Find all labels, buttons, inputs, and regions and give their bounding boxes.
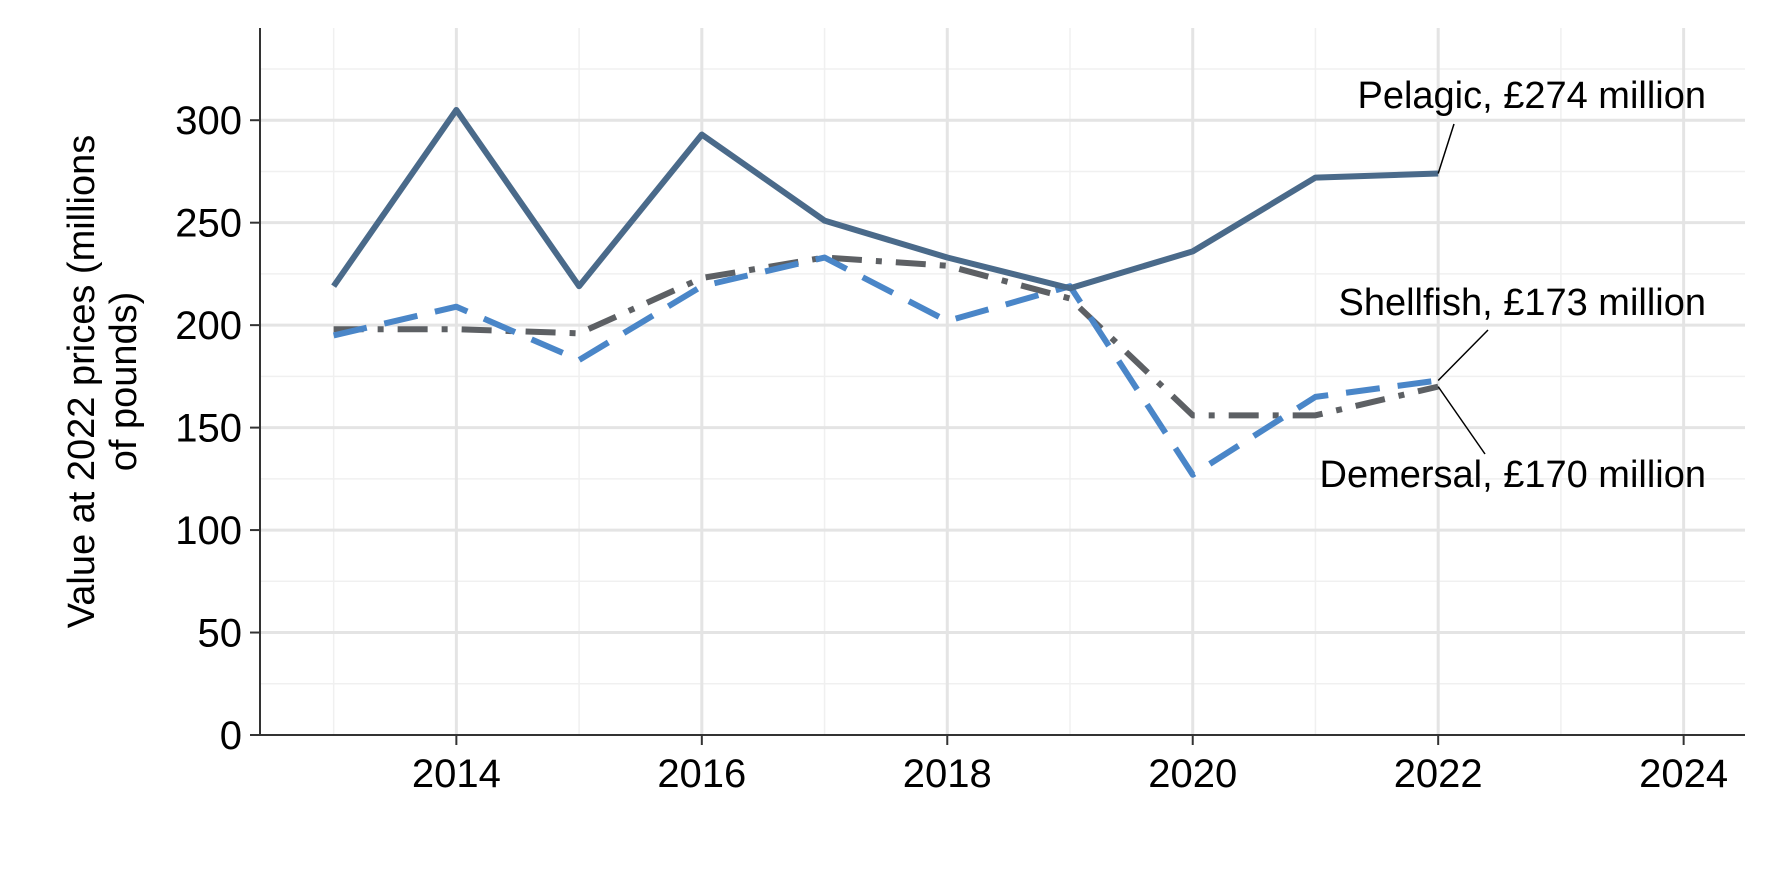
y-tick-label: 300 [175, 99, 242, 143]
y-tick-label: 200 [175, 304, 242, 348]
x-tick-label: 2024 [1639, 752, 1728, 796]
y-axis-title-line: of pounds) [103, 292, 145, 472]
series-lines [331, 106, 1439, 478]
leader-line-demersal [1437, 386, 1486, 455]
y-axis-title: Value at 2022 prices (millionsof pounds) [61, 135, 145, 629]
tick-labels: 2014 2016 2018 2020 2022 2024 0 50 100 150 200 250 3… [175, 99, 1728, 796]
series-line-demersal [333, 254, 1439, 419]
series-line-shellfish [332, 254, 1439, 478]
series-label-shellfish: Shellfish, £173 million [1338, 282, 1706, 324]
y-tick-label: 250 [175, 202, 242, 246]
series-label-demersal: Demersal, £170 million [1320, 454, 1707, 496]
x-tick-label: 2014 [412, 752, 501, 796]
x-tick-label: 2018 [903, 752, 992, 796]
y-tick-label: 100 [175, 509, 242, 553]
x-tick-label: 2020 [1148, 752, 1237, 796]
series-line-pelagic [331, 106, 1439, 292]
leader-line-pelagic [1437, 123, 1455, 174]
y-axis-title-line: Value at 2022 prices (millions [61, 135, 103, 629]
leader-line-shellfish [1437, 329, 1489, 382]
y-tick-label: 50 [198, 612, 243, 656]
axes [250, 28, 1745, 745]
series-label-pelagic: Pelagic, £274 million [1357, 75, 1706, 117]
x-tick-label: 2022 [1394, 752, 1483, 796]
y-tick-label: 150 [175, 407, 242, 451]
grid [260, 28, 1745, 735]
series-labels: Pelagic, £274 million Shellfish, £173 mil… [1320, 75, 1707, 496]
y-tick-label: 0 [220, 714, 242, 758]
x-tick-label: 2016 [657, 752, 746, 796]
